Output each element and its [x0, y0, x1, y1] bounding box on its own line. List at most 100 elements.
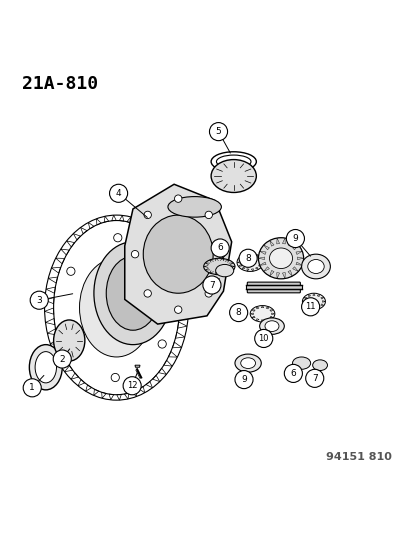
Polygon shape [276, 272, 279, 279]
Polygon shape [259, 262, 266, 265]
Polygon shape [259, 251, 266, 254]
Polygon shape [258, 259, 261, 260]
Polygon shape [261, 320, 263, 322]
Text: 7: 7 [311, 374, 317, 383]
Polygon shape [259, 262, 263, 263]
Ellipse shape [301, 254, 330, 279]
Polygon shape [237, 262, 240, 263]
Polygon shape [246, 254, 249, 256]
Polygon shape [256, 306, 259, 309]
Polygon shape [258, 257, 264, 260]
Circle shape [66, 267, 75, 276]
Polygon shape [251, 254, 253, 256]
Ellipse shape [168, 197, 221, 217]
Circle shape [235, 370, 252, 389]
Ellipse shape [301, 293, 325, 310]
Text: 94151 810: 94151 810 [325, 452, 391, 462]
Circle shape [284, 365, 301, 383]
Polygon shape [238, 264, 241, 266]
Circle shape [144, 290, 151, 297]
Ellipse shape [203, 259, 235, 274]
Circle shape [286, 230, 304, 248]
Text: 6: 6 [290, 369, 296, 378]
Polygon shape [263, 267, 269, 271]
Polygon shape [255, 255, 258, 257]
Circle shape [238, 249, 256, 268]
Text: 6: 6 [217, 244, 223, 253]
Polygon shape [263, 245, 269, 250]
Text: 10: 10 [258, 334, 268, 343]
Ellipse shape [312, 360, 327, 370]
Circle shape [159, 270, 167, 278]
Text: 8: 8 [244, 254, 250, 263]
Polygon shape [312, 293, 314, 295]
Polygon shape [269, 310, 273, 311]
Text: 4: 4 [116, 189, 121, 198]
Ellipse shape [29, 345, 62, 390]
Circle shape [229, 303, 247, 321]
Polygon shape [124, 184, 231, 324]
Polygon shape [249, 313, 253, 314]
Polygon shape [269, 270, 273, 276]
Polygon shape [292, 245, 298, 250]
Polygon shape [266, 306, 268, 309]
Polygon shape [255, 267, 258, 270]
Polygon shape [251, 269, 253, 271]
Text: 7: 7 [209, 280, 214, 289]
Circle shape [114, 233, 121, 242]
Circle shape [305, 369, 323, 387]
Text: 8: 8 [235, 308, 241, 317]
Polygon shape [303, 297, 306, 299]
Ellipse shape [258, 238, 303, 279]
Polygon shape [316, 306, 319, 309]
Polygon shape [287, 240, 292, 246]
Circle shape [53, 350, 71, 368]
Text: 21A-810: 21A-810 [22, 75, 98, 93]
Circle shape [202, 276, 221, 294]
Ellipse shape [237, 253, 263, 271]
Circle shape [204, 211, 212, 219]
Circle shape [204, 290, 212, 297]
Ellipse shape [292, 357, 310, 369]
Text: 12: 12 [127, 381, 137, 390]
Polygon shape [271, 313, 274, 314]
Ellipse shape [215, 264, 233, 277]
Ellipse shape [79, 259, 153, 357]
Polygon shape [266, 319, 268, 321]
Ellipse shape [235, 354, 261, 372]
Circle shape [158, 340, 166, 348]
Text: 1: 1 [29, 383, 35, 392]
Polygon shape [269, 316, 273, 318]
Polygon shape [292, 267, 298, 271]
Ellipse shape [35, 352, 56, 383]
Polygon shape [307, 306, 310, 309]
Text: 9: 9 [240, 375, 246, 384]
Circle shape [301, 298, 319, 316]
Circle shape [65, 337, 74, 345]
Polygon shape [320, 297, 323, 299]
Polygon shape [246, 269, 249, 271]
Polygon shape [295, 262, 301, 265]
Text: 5: 5 [215, 127, 221, 136]
Polygon shape [261, 305, 263, 308]
Polygon shape [251, 316, 254, 318]
Polygon shape [316, 294, 319, 296]
Ellipse shape [54, 320, 85, 361]
Polygon shape [282, 238, 285, 244]
Circle shape [23, 379, 41, 397]
Ellipse shape [264, 321, 278, 332]
Polygon shape [287, 270, 292, 276]
Text: 3: 3 [36, 296, 42, 305]
FancyBboxPatch shape [247, 282, 299, 293]
Circle shape [174, 306, 181, 313]
Polygon shape [256, 319, 259, 321]
Circle shape [217, 251, 225, 258]
Polygon shape [269, 240, 273, 246]
Polygon shape [307, 294, 310, 296]
Ellipse shape [94, 242, 172, 345]
Text: 11: 11 [305, 302, 315, 311]
Ellipse shape [240, 358, 255, 368]
Circle shape [109, 184, 127, 203]
Polygon shape [301, 301, 305, 302]
Circle shape [254, 329, 272, 348]
